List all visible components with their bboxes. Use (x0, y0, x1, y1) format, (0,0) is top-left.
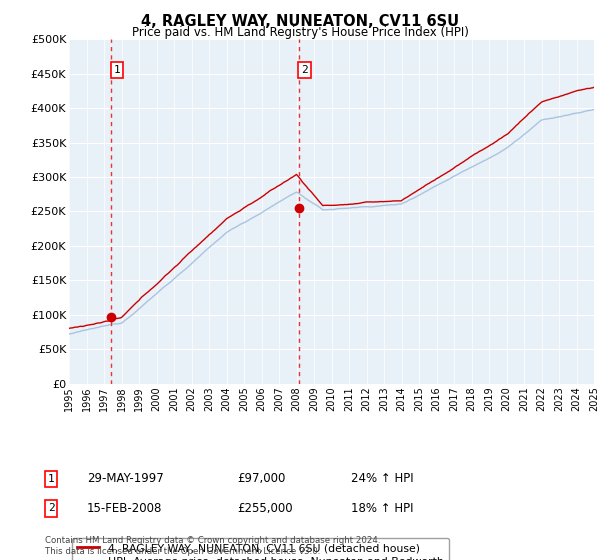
Text: 1: 1 (47, 474, 55, 484)
Text: 18% ↑ HPI: 18% ↑ HPI (351, 502, 413, 515)
Text: 4, RAGLEY WAY, NUNEATON, CV11 6SU: 4, RAGLEY WAY, NUNEATON, CV11 6SU (141, 14, 459, 29)
Text: 29-MAY-1997: 29-MAY-1997 (87, 472, 164, 486)
Text: 2: 2 (301, 65, 308, 75)
Text: Price paid vs. HM Land Registry's House Price Index (HPI): Price paid vs. HM Land Registry's House … (131, 26, 469, 39)
Text: £255,000: £255,000 (237, 502, 293, 515)
Text: 15-FEB-2008: 15-FEB-2008 (87, 502, 163, 515)
Text: 24% ↑ HPI: 24% ↑ HPI (351, 472, 413, 486)
Text: 1: 1 (114, 65, 121, 75)
Text: £97,000: £97,000 (237, 472, 286, 486)
Legend: 4, RAGLEY WAY, NUNEATON, CV11 6SU (detached house), HPI: Average price, detached: 4, RAGLEY WAY, NUNEATON, CV11 6SU (detac… (72, 538, 449, 560)
Text: 2: 2 (47, 503, 55, 514)
Text: Contains HM Land Registry data © Crown copyright and database right 2024.
This d: Contains HM Land Registry data © Crown c… (45, 536, 380, 556)
